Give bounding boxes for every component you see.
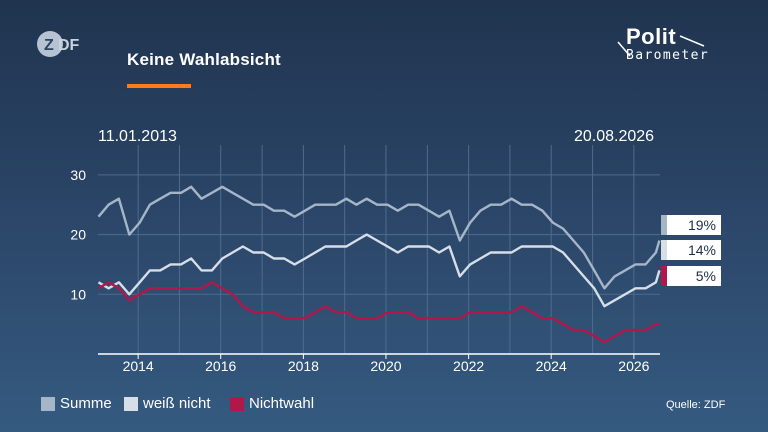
series-line-nichtwahl — [97, 281, 660, 344]
legend-swatch-weiss-nicht — [124, 396, 138, 411]
source-note: Quelle: ZDF — [666, 399, 726, 411]
legend-item-weiss-nicht: weiß nicht — [124, 395, 211, 412]
title-underline — [127, 84, 191, 88]
brand-line1: Polit — [626, 24, 677, 49]
svg-text:Z: Z — [44, 37, 54, 54]
y-tick-label: 20 — [70, 227, 86, 243]
legend-label-summe: Summe — [60, 395, 112, 412]
legend-item-summe: Summe — [41, 395, 112, 412]
badge-nichtwahl: 5% — [661, 266, 721, 286]
x-tick-label: 2022 — [453, 358, 484, 374]
badge-summe: 19% — [661, 215, 721, 235]
legend-label-weiss-nicht: weiß nicht — [143, 395, 211, 412]
grid-lines — [98, 145, 660, 354]
badge-weiss-nicht-value: 14% — [687, 242, 716, 258]
politbarometer-logo: Polit Barometer — [608, 24, 718, 68]
chart-title: Keine Wahlabsicht — [127, 50, 281, 69]
x-tick-label: 2026 — [618, 358, 649, 374]
x-tick-label: 2018 — [288, 358, 319, 374]
x-tick-label: 2020 — [370, 358, 401, 374]
start-date: 11.01.2013 — [98, 128, 177, 145]
legend-swatch-summe — [41, 396, 55, 411]
series-line-summe — [97, 185, 661, 290]
x-tick-label: 2024 — [536, 358, 567, 374]
series-layer — [97, 185, 661, 344]
svg-text:DF: DF — [58, 37, 80, 54]
badge-summe-value: 19% — [687, 217, 716, 233]
badge-weiss-nicht: 14% — [661, 240, 721, 260]
badge-summe-marker — [661, 215, 667, 235]
end-date: 20.08.2026 — [574, 128, 655, 145]
y-tick-label: 30 — [70, 167, 86, 183]
badge-nichtwahl-value: 5% — [695, 268, 716, 284]
badge-nichtwahl-marker — [661, 266, 667, 286]
x-tick-label: 2014 — [123, 358, 154, 374]
legend-label-nichtwahl: Nichtwahl — [249, 395, 315, 412]
badge-weiss-nicht-marker — [661, 240, 667, 260]
legend-swatch-nichtwahl — [230, 396, 244, 411]
series-line-weiss-nicht — [97, 233, 661, 308]
x-tick-label: 2016 — [205, 358, 236, 374]
brand-line2: Barometer — [626, 48, 710, 63]
y-tick-label: 10 — [70, 286, 86, 302]
zdf-logo: Z DF — [37, 31, 80, 57]
legend-item-nichtwahl: Nichtwahl — [230, 395, 314, 412]
axes: 10 20 30 2014 2016 2018 2020 2022 2024 2026 — [70, 167, 660, 374]
